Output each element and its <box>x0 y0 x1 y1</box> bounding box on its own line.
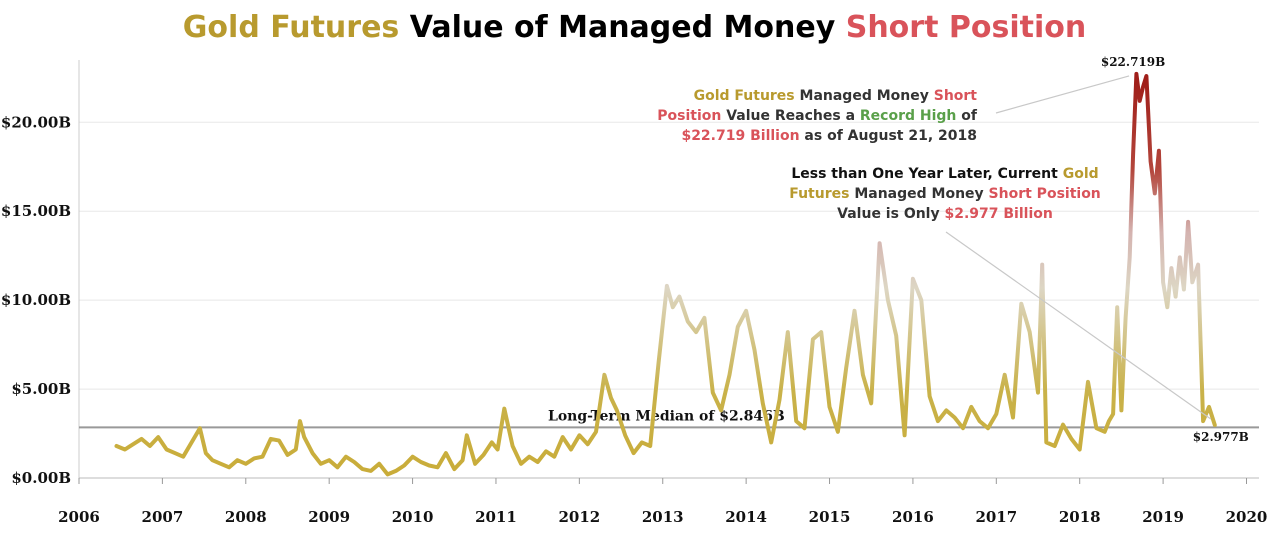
y-tick-label: $5.00B <box>11 380 71 398</box>
x-tick-label: 2008 <box>225 508 267 526</box>
record-annotation-segment: Short <box>934 88 978 104</box>
record-leader-line <box>995 75 1130 114</box>
current-annotation-segment: Gold <box>1063 166 1099 182</box>
chart-title: Gold Futures Value of Managed Money Shor… <box>0 10 1269 45</box>
current-annotation-segment: Less than One Year Later, Current <box>791 166 1062 182</box>
x-tick-label: 2015 <box>809 508 851 526</box>
title-part-main: Value of Managed Money <box>399 10 846 45</box>
median-label: Long-Term Median of $2.846B <box>548 408 785 424</box>
x-tick-label: 2011 <box>475 508 517 526</box>
record-annotation-segment: $22.719 Billion <box>681 128 799 144</box>
record-annotation-segment: of <box>956 108 977 124</box>
x-tick-label: 2012 <box>558 508 600 526</box>
record-annotation-segment: as of August 21, 2018 <box>800 128 977 144</box>
current-annotation-line: Less than One Year Later, Current Gold <box>791 166 1098 182</box>
y-tick-label: $0.00B <box>11 469 71 487</box>
x-tick-label: 2006 <box>58 508 100 526</box>
record-annotation-segment: Value Reaches a <box>721 108 860 124</box>
y-tick-label: $10.00B <box>1 291 71 309</box>
peak-value-label: $22.719B <box>1101 55 1165 69</box>
record-annotation-line: Position Value Reaches a Record High of <box>657 108 978 124</box>
y-tick-label: $15.00B <box>1 202 71 220</box>
current-annotation-segment: Managed Money <box>849 186 988 202</box>
x-tick-label: 2009 <box>308 508 350 526</box>
x-tick-label: 2016 <box>892 508 934 526</box>
x-tick-label: 2018 <box>1059 508 1101 526</box>
record-annotation-segment: Record High <box>860 108 957 124</box>
x-tick-label: 2013 <box>642 508 684 526</box>
record-annotation-segment: Gold Futures <box>694 88 795 104</box>
title-part-gold: Gold Futures <box>182 10 400 45</box>
current-leader-line <box>945 231 1212 420</box>
x-tick-label: 2010 <box>392 508 434 526</box>
x-tick-label: 2019 <box>1142 508 1184 526</box>
x-tick-label: 2007 <box>142 508 184 526</box>
current-annotation-segment: $2.977 Billion <box>944 206 1052 222</box>
x-tick-label: 2017 <box>975 508 1017 526</box>
current-annotation-line: Futures Managed Money Short Position <box>789 186 1101 202</box>
current-annotation-segment: Value is Only <box>837 206 944 222</box>
current-annotation-segment: Futures <box>789 186 849 202</box>
last-value-label: $2.977B <box>1193 430 1249 444</box>
x-tick-label: 2014 <box>725 508 767 526</box>
record-annotation-segment: Managed Money <box>795 88 934 104</box>
current-annotation-line: Value is Only $2.977 Billion <box>837 206 1053 222</box>
record-annotation-segment: Position <box>657 108 721 124</box>
y-tick-label: $20.00B <box>1 113 71 131</box>
record-annotation-line: Gold Futures Managed Money Short <box>694 88 978 104</box>
axis-layer: $0.00B $5.00B $10.00B $15.00B $20.00B 2006 200… <box>1 60 1267 526</box>
annotation-layer: $22.719B $2.977B Gold Futures Managed Mone… <box>657 55 1249 444</box>
title-part-short: Short Position <box>845 10 1087 45</box>
record-annotation-line: $22.719 Billion as of August 21, 2018 <box>681 128 977 144</box>
current-annotation-segment: Short Position <box>989 186 1101 202</box>
series-line <box>114 71 1217 477</box>
series-layer <box>114 71 1217 477</box>
x-tick-label: 2020 <box>1226 508 1268 526</box>
